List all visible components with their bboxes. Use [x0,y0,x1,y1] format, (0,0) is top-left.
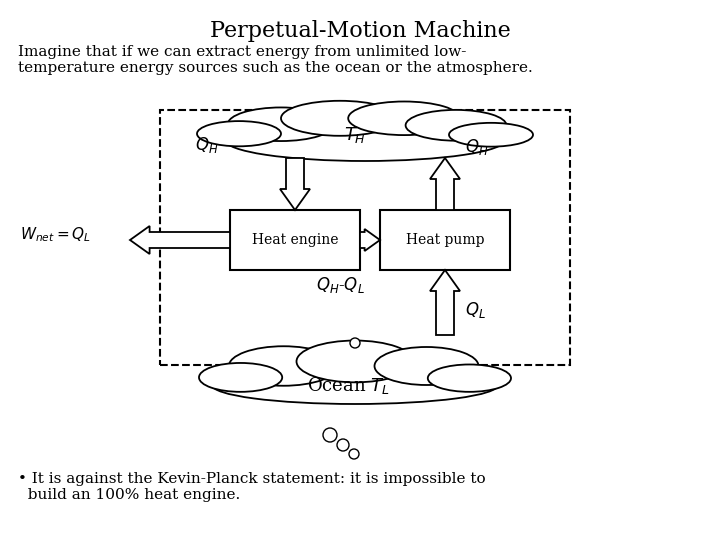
Ellipse shape [199,363,282,392]
Bar [160,110,570,365]
Ellipse shape [428,364,511,392]
Text: $W_{net}=Q_L$: $W_{net}=Q_L$ [20,226,91,244]
Circle shape [350,338,360,348]
Ellipse shape [228,107,334,141]
Ellipse shape [297,341,413,382]
Ellipse shape [281,101,399,136]
Text: $Q_H$: $Q_H$ [465,137,489,157]
Polygon shape [280,158,310,210]
Polygon shape [360,229,380,251]
Text: Heat pump: Heat pump [406,233,485,247]
Polygon shape [430,270,460,335]
Text: Perpetual-Motion Machine: Perpetual-Motion Machine [210,20,510,42]
Ellipse shape [449,123,533,147]
Circle shape [337,439,349,451]
Bar [230,210,360,270]
Text: $T_H$: $T_H$ [344,125,366,145]
Ellipse shape [374,347,479,385]
Text: $Q_L$: $Q_L$ [465,300,486,320]
Text: $Q_H$-$Q_L$: $Q_H$-$Q_L$ [315,275,364,295]
Ellipse shape [212,366,498,404]
Polygon shape [130,226,230,254]
Circle shape [323,428,337,442]
Text: Ocean $T_L$: Ocean $T_L$ [307,375,390,395]
Ellipse shape [405,110,506,141]
Text: Heat engine: Heat engine [252,233,338,247]
Ellipse shape [229,346,338,386]
Text: • It is against the Kevin-Planck statement: it is impossible to
  build an 100% : • It is against the Kevin-Planck stateme… [18,472,485,502]
Ellipse shape [197,121,281,146]
Circle shape [349,449,359,459]
Bar [380,210,510,270]
Ellipse shape [225,119,505,161]
Polygon shape [430,158,460,210]
Text: Imagine that if we can extract energy from unlimited low-
temperature energy sou: Imagine that if we can extract energy fr… [18,45,533,75]
Ellipse shape [348,102,460,135]
Text: $Q_H$: $Q_H$ [195,135,219,155]
